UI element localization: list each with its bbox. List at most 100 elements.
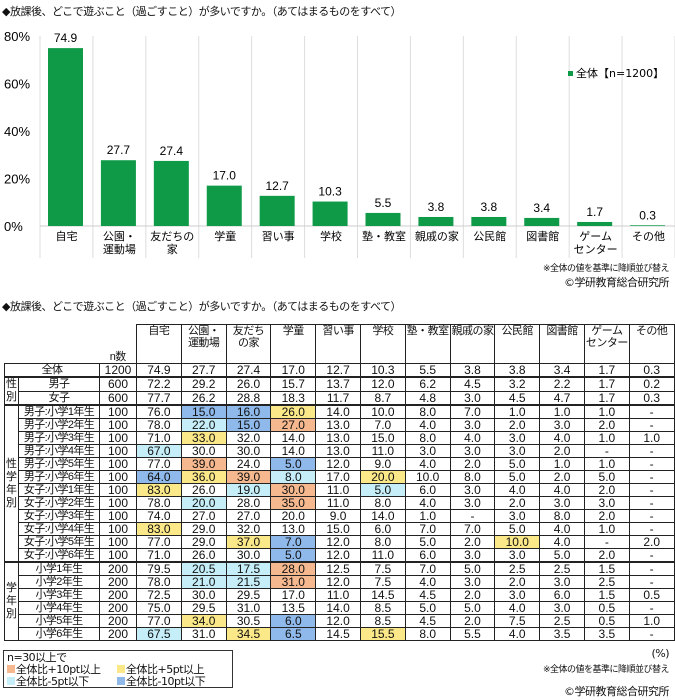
- value-cell: 1.0: [628, 614, 675, 628]
- value-cell: 7.5: [359, 575, 406, 589]
- y-tick-label: 60%: [4, 77, 30, 92]
- value-cell: -: [628, 483, 675, 497]
- value-cell: 0.5: [628, 588, 675, 602]
- value-cell: 27.0: [180, 509, 227, 523]
- value-cell: 17.5: [225, 561, 272, 576]
- value-cell: 3.0: [449, 418, 496, 432]
- highlight-legend: n=30以上で 全体比+10pt以上 全体比+5pt以上 全体比-5pt以下 全体比…: [3, 650, 233, 688]
- data-label: 3.8: [428, 200, 445, 214]
- value-cell: 28.8: [225, 390, 272, 406]
- value-cell: 12.0: [315, 575, 361, 589]
- column-header: 学校: [359, 324, 406, 364]
- value-cell: 3.0: [539, 575, 585, 589]
- n-value: 100: [99, 404, 137, 419]
- value-cell: 2.5: [494, 561, 541, 576]
- table-row: 男子:小学4年生 100 67.0 30.0 30.0 14.0 13.0 11.0 3.0 3.…: [5, 444, 675, 458]
- value-cell: -: [628, 561, 675, 576]
- value-cell: 35.0: [270, 496, 317, 510]
- value-cell: 3.0: [404, 444, 451, 458]
- row-label: 小学3年生: [18, 588, 100, 602]
- value-cell: 4.7: [539, 390, 585, 406]
- value-cell: 8.0: [539, 509, 585, 523]
- value-cell: 0.2: [628, 376, 675, 392]
- value-cell: 77.0: [136, 614, 182, 628]
- value-cell: 0.5: [583, 601, 630, 615]
- table-sort-note: ※全体の値を基準に降順並び替え: [542, 665, 670, 675]
- value-cell: 1.0: [494, 404, 541, 419]
- value-cell: 5.0: [539, 548, 585, 563]
- value-cell: 6.0: [404, 548, 451, 563]
- value-cell: -: [583, 444, 630, 458]
- column-header: 図書館: [539, 324, 585, 364]
- value-cell: 11.7: [315, 390, 361, 406]
- bar-10: [577, 221, 613, 226]
- y-tick-label: 20%: [4, 172, 30, 187]
- table-row: 男子:小学6年生 100 64.0 36.0 39.0 8.0 17.0 20.0 10.0 8.…: [5, 470, 675, 484]
- value-cell: 20.5: [180, 561, 227, 576]
- row-label: 男子:小学5年生: [18, 457, 100, 471]
- table-row: 性学年別男子:小学1年生 100 76.0 15.0 16.0 26.0 14.0 10.0 8…: [4, 404, 675, 563]
- value-cell: 11.0: [315, 496, 361, 510]
- data-label: 10.3: [318, 185, 342, 199]
- value-cell: 11.0: [359, 548, 406, 563]
- value-cell: 9.0: [315, 509, 361, 523]
- value-cell: 67.5: [136, 627, 182, 641]
- value-cell: 79.5: [136, 561, 182, 576]
- legend-label: 全体【n=1200】: [576, 66, 664, 80]
- value-cell: 2.5: [539, 561, 585, 576]
- value-cell: 8.0: [270, 470, 317, 484]
- value-cell: 3.0: [494, 588, 541, 602]
- value-cell: 7.5: [494, 614, 541, 628]
- value-cell: 4.0: [449, 431, 496, 445]
- category-label: 家: [167, 242, 178, 256]
- value-cell: 77.7: [136, 390, 182, 406]
- value-cell: -: [628, 522, 675, 536]
- value-cell: 3.0: [539, 601, 585, 615]
- value-cell: 83.0: [136, 483, 182, 497]
- n-value: 200: [99, 588, 137, 602]
- column-header: 公園・ 運動場: [180, 324, 227, 364]
- value-cell: 78.0: [136, 418, 182, 432]
- legend-label: 全体比-10pt以下: [126, 675, 206, 688]
- n-value: 200: [99, 627, 137, 641]
- category-label: 友だちの: [150, 229, 194, 243]
- value-cell: 0.3: [628, 363, 675, 378]
- n-value: 100: [99, 522, 137, 536]
- category-label: 親戚の家: [415, 229, 459, 243]
- value-cell: 10.0: [494, 535, 541, 549]
- value-cell: 14.0: [270, 431, 317, 445]
- table-row: 男子:小学3年生 100 71.0 33.0 32.0 14.0 13.0 15.0 8.0 4.…: [5, 431, 675, 445]
- value-cell: 7.0: [449, 404, 496, 419]
- value-cell: 72.5: [136, 588, 182, 602]
- value-cell: 3.5: [539, 627, 585, 641]
- n-value: 100: [99, 431, 137, 445]
- value-cell: 29.0: [180, 535, 227, 549]
- corner: [5, 325, 100, 364]
- value-cell: 0.5: [583, 614, 630, 628]
- value-cell: 4.0: [494, 601, 541, 615]
- value-cell: -: [628, 470, 675, 484]
- value-cell: 74.0: [136, 509, 182, 523]
- row-label: 男子: [18, 376, 100, 392]
- value-cell: 13.0: [315, 444, 361, 458]
- value-cell: 1.0: [404, 509, 451, 523]
- value-cell: -: [628, 548, 675, 563]
- n-value: 100: [99, 509, 137, 523]
- row-label: 全体: [4, 363, 100, 378]
- bar-6: [365, 212, 401, 226]
- category-label: 塾・教室: [362, 229, 406, 243]
- value-cell: 27.0: [270, 418, 317, 432]
- value-cell: 5.5: [449, 627, 496, 641]
- value-cell: -: [628, 496, 675, 510]
- data-label: 3.8: [480, 200, 497, 214]
- value-cell: 1.7: [583, 390, 630, 406]
- value-cell: 15.0: [180, 404, 227, 419]
- n-value: 100: [99, 444, 137, 458]
- value-cell: 13.0: [270, 522, 317, 536]
- category-label: 習い事: [262, 230, 295, 243]
- value-cell: 15.0: [315, 522, 361, 536]
- value-cell: 11.0: [315, 588, 361, 602]
- value-cell: 4.0: [494, 483, 541, 497]
- value-cell: 1.7: [583, 363, 630, 378]
- value-cell: 26.0: [180, 483, 227, 497]
